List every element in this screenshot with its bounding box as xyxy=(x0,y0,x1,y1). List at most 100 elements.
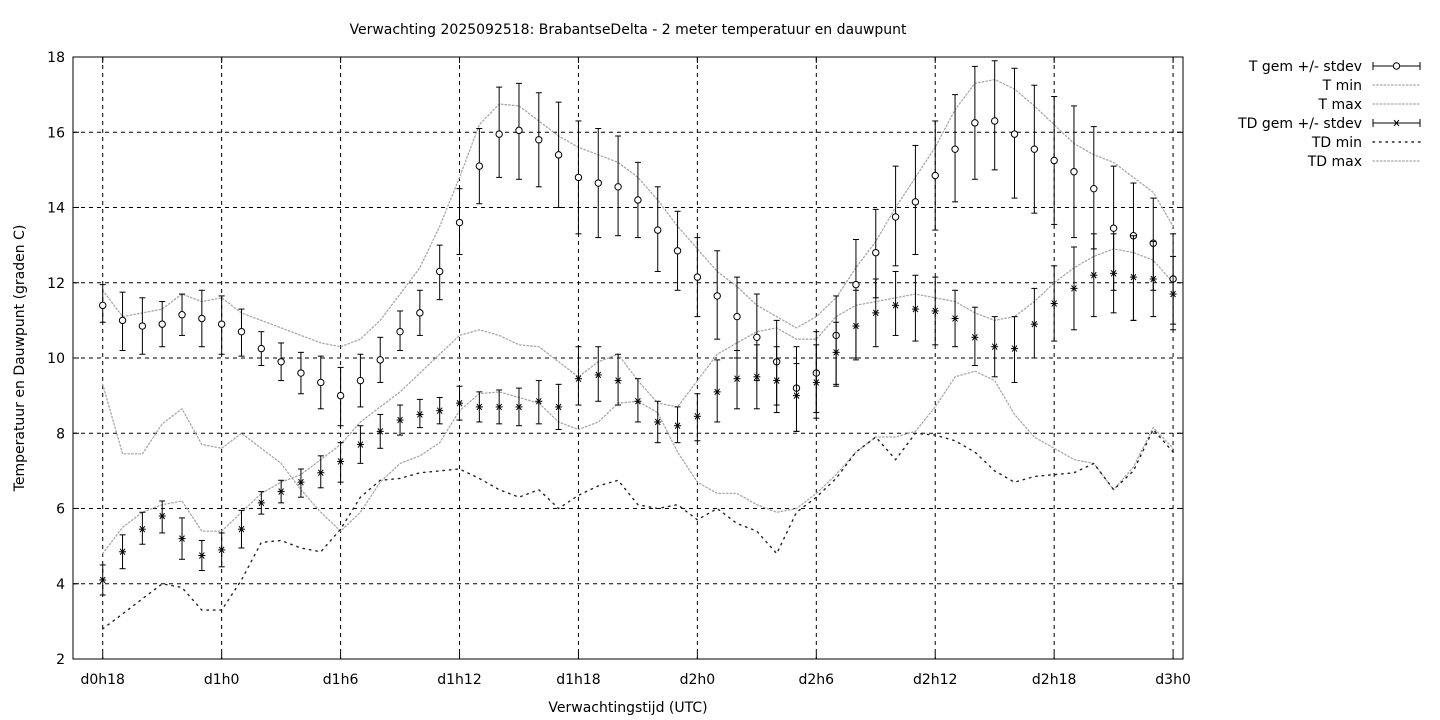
star-stroke xyxy=(1130,273,1137,281)
star-stroke xyxy=(397,416,403,424)
star-stroke xyxy=(317,469,324,477)
star-stroke xyxy=(1110,270,1117,277)
mean-point xyxy=(1090,184,1098,193)
mean-point xyxy=(1149,275,1157,283)
legend-label: T min xyxy=(1322,78,1362,94)
mean-point xyxy=(99,576,107,584)
star-stroke xyxy=(853,322,859,330)
mean-point xyxy=(416,411,424,418)
legend-label: TD gem +/- stdev xyxy=(1237,116,1362,132)
x-tick-label: d2h18 xyxy=(1032,672,1076,688)
chart-title: Verwachting 2025092518: BrabantseDelta -… xyxy=(349,22,907,38)
mean-point xyxy=(773,377,781,384)
star-stroke xyxy=(575,375,582,382)
star-stroke xyxy=(991,343,998,351)
mean-point xyxy=(654,418,662,426)
star-stroke xyxy=(694,413,701,420)
mean-point xyxy=(693,273,702,281)
legend-label: TD min xyxy=(1311,135,1362,151)
star-stroke xyxy=(298,478,304,486)
mean-point xyxy=(317,469,325,477)
mean-point xyxy=(1030,320,1038,328)
star-stroke xyxy=(654,418,661,426)
mean-point xyxy=(1050,300,1058,307)
mean-point xyxy=(574,375,582,382)
y-tick-label: 6 xyxy=(56,502,65,518)
y-tick-label: 4 xyxy=(56,577,65,593)
mean-point xyxy=(911,305,919,313)
star-stroke xyxy=(218,546,225,554)
mean-point xyxy=(237,327,246,336)
mean-point xyxy=(674,422,682,430)
star-stroke xyxy=(912,305,919,313)
mean-point xyxy=(832,349,840,356)
star-stroke xyxy=(159,512,166,520)
star-stroke xyxy=(1071,285,1077,292)
mean-point xyxy=(634,196,642,204)
star-stroke xyxy=(139,525,146,533)
mean-point xyxy=(277,358,285,366)
mean-point xyxy=(535,397,543,405)
mean-point xyxy=(574,173,583,182)
star-stroke xyxy=(952,315,958,322)
mean-point xyxy=(257,344,266,353)
star-stroke xyxy=(476,403,483,411)
mean-point xyxy=(495,403,503,411)
mean-point xyxy=(951,315,959,322)
x-tick-label: d1h0 xyxy=(204,672,240,688)
mean-point xyxy=(356,376,365,385)
x-tick-label: d1h6 xyxy=(323,672,359,688)
mean-point xyxy=(594,179,602,187)
mean-point xyxy=(792,392,800,399)
mean-point xyxy=(376,428,384,435)
mean-point xyxy=(435,267,444,276)
star-stroke xyxy=(714,388,721,396)
mean-point xyxy=(138,322,147,330)
mean-point xyxy=(654,226,662,234)
legend-label: TD max xyxy=(1307,154,1362,170)
mean-point xyxy=(317,378,325,387)
mean-point xyxy=(614,377,622,384)
star-stroke xyxy=(535,397,542,405)
x-axis-label: Verwachtingstijd (UTC) xyxy=(548,700,707,716)
mean-point xyxy=(178,535,186,542)
mean-point xyxy=(733,312,741,321)
mean-point xyxy=(713,292,721,300)
mean-point xyxy=(218,546,226,554)
mean-point xyxy=(555,403,563,411)
star-stroke xyxy=(793,392,800,399)
mean-point xyxy=(456,399,464,407)
mean-point xyxy=(1011,345,1019,352)
star-stroke xyxy=(278,488,284,495)
mean-point xyxy=(991,343,999,351)
mean-point xyxy=(713,388,721,396)
legend: T gem +/- stdev T min T max TD gem +/- stde… xyxy=(1237,59,1421,170)
mean-point xyxy=(99,301,107,310)
star-stroke xyxy=(1031,320,1038,328)
mean-point xyxy=(1090,271,1098,279)
star-stroke xyxy=(1090,271,1097,279)
star-stroke xyxy=(773,377,780,384)
mean-point xyxy=(1129,273,1137,281)
star-stroke xyxy=(337,458,344,465)
mean-point xyxy=(396,327,404,336)
mean-point xyxy=(436,407,444,414)
mean-point xyxy=(475,162,484,170)
star-stroke xyxy=(813,379,820,386)
star-stroke xyxy=(496,403,502,411)
mean-point xyxy=(1110,270,1118,277)
mean-point xyxy=(337,458,345,465)
mean-point xyxy=(911,198,920,206)
legend-label: T gem +/- stdev xyxy=(1248,59,1362,75)
x-tick-label: d2h12 xyxy=(913,672,957,688)
star-stroke xyxy=(1011,345,1018,352)
star-stroke xyxy=(872,309,879,317)
legend-item: TD gem +/- stdev xyxy=(1237,116,1421,132)
mean-point xyxy=(515,126,523,135)
mean-point xyxy=(277,488,285,495)
legend-marker xyxy=(1392,62,1401,70)
mean-point xyxy=(416,309,424,317)
y-tick-label: 14 xyxy=(47,201,65,217)
mean-point xyxy=(931,171,939,180)
mean-point xyxy=(515,403,523,411)
